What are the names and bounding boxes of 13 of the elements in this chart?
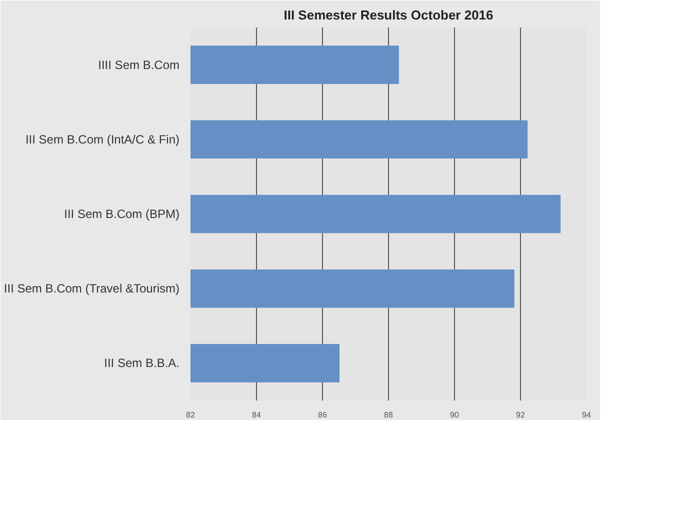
y-tick-label: IIII Sem B.Com	[98, 58, 180, 72]
x-tick-label: 90	[450, 410, 460, 420]
chart-title: III Semester Results October 2016	[284, 8, 494, 22]
x-tick-label: 92	[516, 410, 526, 420]
y-tick-label: III Sem B.Com (BPM)	[64, 207, 180, 221]
x-tick-label: 84	[252, 410, 262, 420]
y-tick-label: III Sem B.Com (IntA/C & Fin)	[25, 132, 180, 146]
y-tick-label: III Sem B.Com (Travel &Tourism)	[4, 282, 180, 296]
x-tick-label: 94	[582, 410, 592, 420]
x-tick-label: 86	[318, 410, 328, 420]
x-tick-label: 88	[384, 410, 394, 420]
y-tick-label: III Sem B.B.A.	[104, 356, 180, 370]
x-tick-label: 82	[186, 410, 196, 420]
